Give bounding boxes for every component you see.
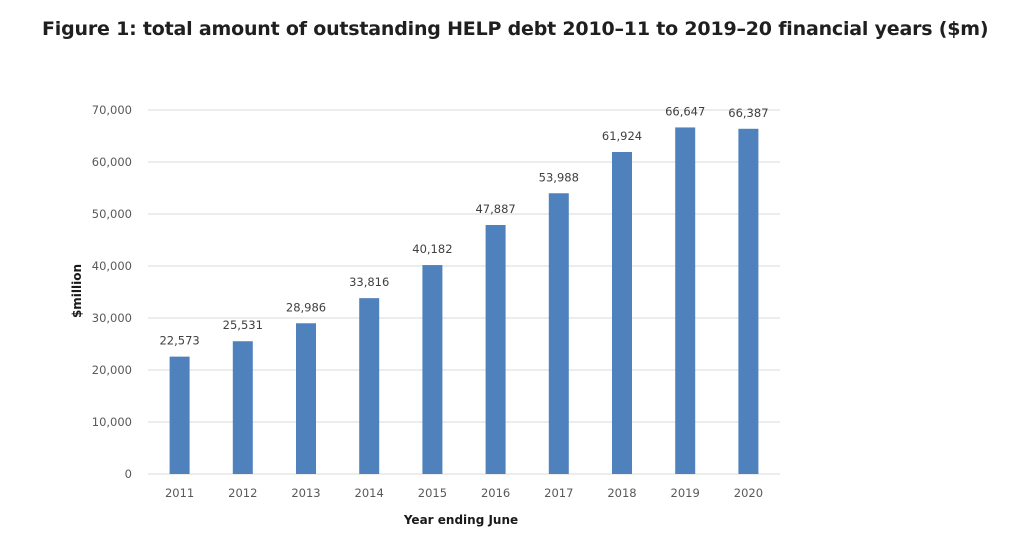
bar-2012 — [232, 341, 253, 474]
y-tick-label: 40,000 — [92, 259, 132, 273]
x-tick-label-2018: 2018 — [607, 486, 636, 500]
data-label-2012: 25,531 — [223, 318, 263, 332]
x-tick-label-2011: 2011 — [165, 486, 194, 500]
data-labels: 22,573 25,531 28,986 33,816 40,182 47,887 53,9… — [159, 104, 768, 347]
bar-2014 — [359, 298, 380, 474]
x-axis-title: Year ending June — [403, 513, 518, 527]
y-tick-label: 20,000 — [92, 363, 132, 377]
data-label-2020: 66,387 — [728, 106, 768, 120]
bar-2019 — [675, 127, 696, 474]
bar-2020 — [738, 128, 759, 474]
bar-2016 — [485, 224, 506, 474]
x-axis-ticks: 2011 2012 2013 2014 2015 2016 2017 2018 2019 2020 — [165, 486, 763, 500]
y-tick-label: 30,000 — [92, 311, 132, 325]
data-label-2015: 40,182 — [412, 242, 452, 256]
data-label-2016: 47,887 — [475, 202, 515, 216]
x-tick-label-2016: 2016 — [481, 486, 510, 500]
figure-title: Figure 1: total amount of outstanding HE… — [42, 18, 989, 40]
y-tick-label: 50,000 — [92, 207, 132, 221]
x-tick-label-2019: 2019 — [671, 486, 700, 500]
data-label-2017: 53,988 — [539, 170, 579, 184]
x-tick-label-2014: 2014 — [355, 486, 384, 500]
y-axis-ticks: 0 10,000 20,000 30,000 40,000 50,000 60,000 70,… — [92, 103, 132, 481]
y-tick-label: 70,000 — [92, 103, 132, 117]
x-tick-label-2012: 2012 — [228, 486, 257, 500]
gridlines — [148, 109, 780, 475]
bars — [169, 127, 759, 475]
x-tick-label-2020: 2020 — [734, 486, 763, 500]
bar-2018 — [612, 151, 632, 475]
bar-2013 — [296, 323, 316, 474]
data-label-2018: 61,924 — [602, 129, 642, 143]
x-tick-label-2017: 2017 — [544, 486, 573, 500]
y-tick-label: 60,000 — [92, 155, 132, 169]
data-label-2014: 33,816 — [349, 275, 389, 289]
bar-2011 — [169, 356, 190, 474]
y-tick-label: 10,000 — [92, 415, 132, 429]
bar-2015 — [422, 265, 443, 474]
x-tick-label-2015: 2015 — [418, 486, 447, 500]
data-label-2011: 22,573 — [159, 334, 199, 348]
bar-2017 — [548, 193, 569, 475]
data-label-2013: 28,986 — [286, 300, 326, 314]
x-tick-label-2013: 2013 — [291, 486, 320, 500]
data-label-2019: 66,647 — [665, 104, 705, 118]
y-axis-title: $million — [70, 264, 84, 318]
y-tick-label: 0 — [125, 467, 132, 481]
